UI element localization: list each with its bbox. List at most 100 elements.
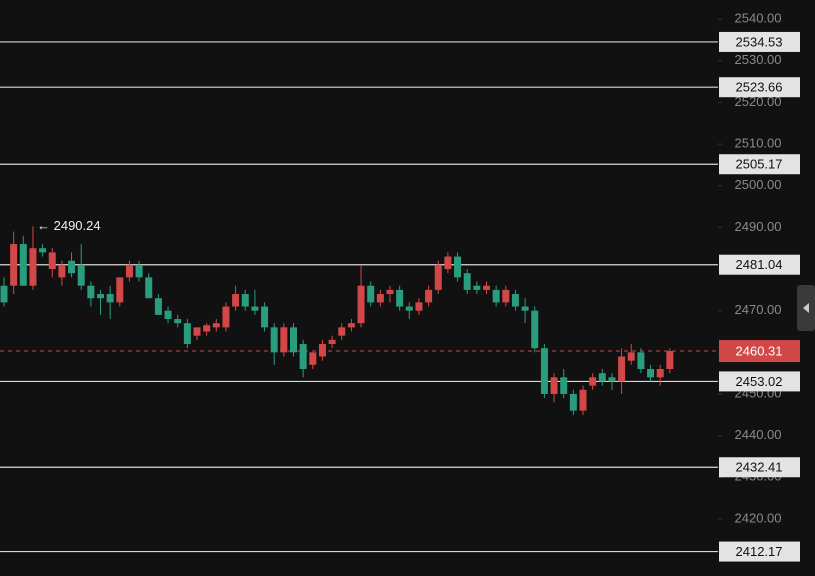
- candle-body: [39, 248, 47, 253]
- y-tick-label: 2440.00: [735, 427, 782, 442]
- candle-body: [569, 393, 577, 411]
- candle-body: [290, 327, 297, 353]
- candle-body: [145, 277, 153, 299]
- level-label: 2453.02: [736, 374, 783, 389]
- candle-body: [68, 260, 76, 274]
- candle-body: [87, 285, 95, 299]
- level-label-box: [719, 31, 800, 52]
- candle-body: [10, 244, 18, 286]
- y-tick-label: 2500.00: [735, 177, 782, 192]
- candle-body: [521, 306, 529, 311]
- candle-body: [666, 351, 674, 370]
- y-tick-label: 2510.00: [735, 136, 782, 151]
- y-tick-label: 2540.00: [735, 11, 782, 26]
- candle-body: [511, 294, 519, 307]
- candle-body: [0, 285, 8, 303]
- candle-body: [222, 306, 230, 328]
- high-annotation: ← 2490.24: [37, 218, 101, 233]
- candle-body: [618, 356, 626, 382]
- candle-body: [540, 348, 548, 394]
- candle-body: [270, 327, 278, 353]
- candle-body: [154, 298, 162, 315]
- level-label: 2412.17: [736, 544, 783, 559]
- candle-body: [415, 302, 423, 311]
- level-label-box: [719, 77, 800, 98]
- candle-body: [135, 264, 143, 278]
- candle-body: [251, 306, 259, 311]
- candle-body: [203, 325, 211, 332]
- candle-body: [454, 256, 462, 278]
- candle-body: [425, 289, 433, 303]
- candle-body: [347, 323, 355, 328]
- candle-body: [376, 294, 384, 303]
- level-label-box: [719, 541, 800, 562]
- candle-body: [164, 310, 172, 320]
- candle-body: [589, 377, 597, 386]
- candle-body: [261, 306, 269, 328]
- candle-body: [106, 294, 114, 303]
- candle-body: [367, 285, 375, 303]
- level-label: 2481.04: [736, 257, 783, 272]
- candle-body: [444, 256, 452, 270]
- candle-body: [241, 294, 249, 307]
- candle-body: [627, 352, 635, 361]
- candle-body: [299, 344, 307, 370]
- last-price-label: 2460.31: [736, 343, 783, 358]
- candle-body: [647, 369, 655, 378]
- last-price-box: [719, 340, 800, 363]
- candle-body: [656, 369, 664, 378]
- candle-body: [328, 339, 336, 345]
- candle-body: [550, 377, 558, 394]
- y-tick-label: 2420.00: [735, 510, 782, 525]
- y-tick-label: 2530.00: [735, 52, 782, 67]
- candle-body: [492, 289, 500, 303]
- candle-body: [598, 373, 606, 382]
- candle-body: [357, 285, 365, 324]
- level-label-box: [719, 457, 800, 478]
- candle-body: [97, 294, 104, 299]
- candle-body: [77, 264, 85, 286]
- y-tick-label: 2470.00: [735, 302, 782, 317]
- candle-body: [502, 289, 510, 303]
- candle-body: [58, 264, 66, 278]
- candle-body: [174, 319, 182, 324]
- candle-body: [116, 277, 124, 303]
- candle-body: [29, 248, 37, 286]
- level-label: 2523.66: [736, 80, 783, 95]
- candle-body: [396, 289, 404, 307]
- candle-body: [125, 264, 133, 278]
- candle-body: [48, 252, 56, 270]
- candle-body: [531, 310, 539, 349]
- level-label-box: [719, 254, 800, 275]
- candle-body: [318, 344, 326, 357]
- candle-body: [280, 327, 288, 353]
- candle-body: [637, 352, 645, 370]
- candle-body: [193, 327, 201, 336]
- level-label-box: [719, 371, 800, 392]
- candle-body: [483, 285, 490, 290]
- candle-body: [309, 352, 317, 365]
- candle-body: [405, 306, 413, 311]
- candle-body: [212, 323, 220, 328]
- candle-body: [232, 294, 240, 307]
- candle-body: [608, 377, 616, 382]
- level-label: 2432.41: [736, 460, 783, 475]
- level-label: 2505.17: [736, 157, 783, 172]
- candle-body: [434, 264, 442, 290]
- handle-arrow: [803, 303, 809, 313]
- candle-body: [579, 389, 587, 411]
- level-label: 2534.53: [736, 34, 783, 49]
- candle-body: [183, 323, 191, 345]
- y-tick-label: 2520.00: [735, 94, 782, 109]
- candle-body: [560, 377, 568, 394]
- candle-body: [386, 289, 394, 295]
- level-label-box: [719, 154, 800, 175]
- candle-body: [473, 285, 481, 290]
- y-tick-label: 2490.00: [735, 219, 782, 234]
- candle-body: [338, 327, 346, 336]
- candle-body: [463, 273, 471, 290]
- candle-body: [19, 244, 27, 286]
